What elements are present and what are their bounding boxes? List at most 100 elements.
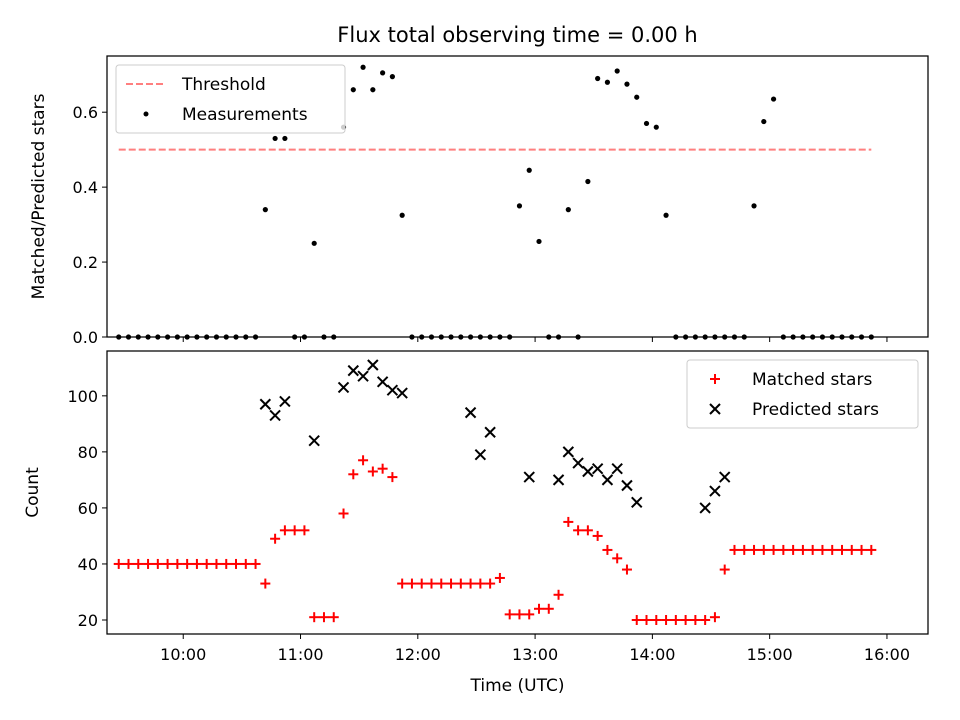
matched-star-point <box>856 544 867 555</box>
matched-star-point <box>680 614 691 625</box>
matched-star-point <box>494 572 505 583</box>
matched-star-point <box>592 530 603 541</box>
matched-star-point <box>475 578 486 589</box>
matched-star-point <box>612 553 623 564</box>
x-tick-label: 12:00 <box>395 645 441 664</box>
measurement-point <box>536 238 542 245</box>
matched-star-point <box>788 544 799 555</box>
matched-star-point <box>700 614 711 625</box>
matched-star-point <box>621 564 632 575</box>
matched-star-point <box>113 558 124 569</box>
matched-star-point <box>670 614 681 625</box>
matched-star-point <box>827 544 838 555</box>
bottom-plot-frame <box>106 350 929 635</box>
predicted-star-point <box>269 409 281 422</box>
measurement-point <box>213 334 220 340</box>
matched-star-point <box>289 525 300 536</box>
matched-star-point <box>582 525 593 536</box>
x-tick-label: 15:00 <box>747 645 793 664</box>
predicted-star-point <box>484 426 496 438</box>
matched-star-point <box>162 558 173 569</box>
bottom-y-tick-label: 60 <box>78 499 98 518</box>
measurement-point <box>380 70 386 76</box>
measurement-point <box>135 334 141 340</box>
matched-star-point <box>416 578 427 589</box>
measurement-point <box>673 334 679 340</box>
bottom-legend: Matched stars Predicted stars <box>686 359 919 429</box>
measurement-point <box>311 240 317 246</box>
matched-star-point <box>377 463 388 474</box>
matched-star-point <box>240 558 251 569</box>
measurement-point <box>428 334 435 340</box>
matched-star-point <box>543 603 554 614</box>
predicted-star-point <box>279 395 291 408</box>
matched-star-point <box>709 612 720 623</box>
predicted-star-point <box>572 457 584 469</box>
matched-star-point <box>768 544 779 555</box>
matched-star-point <box>299 525 310 536</box>
matched-star-point <box>436 578 447 589</box>
measurement-point <box>741 334 747 340</box>
measurement-point <box>497 334 503 340</box>
matched-star-point <box>152 558 163 569</box>
matched-star-point <box>719 564 730 575</box>
bottom-legend-predicted-label: Predicted stars <box>752 400 879 420</box>
matched-star-point <box>446 578 457 589</box>
measurement-point <box>174 334 180 340</box>
matched-star-point <box>250 558 261 569</box>
measurement-point <box>731 334 738 340</box>
matched-star-point <box>270 533 281 544</box>
matched-star-point <box>563 516 574 527</box>
predicted-star-point <box>582 465 594 478</box>
matched-star-point <box>514 609 525 620</box>
measurement-point <box>360 64 366 70</box>
measurement-point <box>292 334 298 340</box>
measurement-point <box>565 207 571 213</box>
measurement-point <box>125 334 132 340</box>
measurement-point <box>604 79 611 85</box>
matched-star-point <box>846 544 857 555</box>
x-tick-label: 14:00 <box>629 645 675 664</box>
top-legend-measurements-label: Measurements <box>182 105 308 125</box>
measurement-point <box>624 81 630 87</box>
matched-star-point <box>778 544 789 555</box>
matched-star-point <box>729 544 740 555</box>
measurement-point <box>477 334 483 340</box>
matched-star-point <box>133 558 144 569</box>
matched-star-point <box>807 544 818 555</box>
matched-star-point <box>651 614 662 625</box>
matched-star-point <box>358 455 369 466</box>
measurement-point <box>223 334 229 340</box>
measurement-point <box>722 334 728 340</box>
matched-star-point <box>221 558 232 569</box>
matched-star-point <box>504 609 515 620</box>
measurement-point <box>810 334 816 340</box>
matched-star-point <box>201 558 212 569</box>
bottom-y-axis-label: Count <box>23 467 43 518</box>
bottom-legend-box <box>686 359 919 429</box>
top-chart-title: Flux total observing time = 0.00 h <box>337 23 697 47</box>
predicted-star-point <box>601 474 614 486</box>
measurement-point <box>761 118 767 125</box>
measurement-point <box>507 334 513 340</box>
measurement-point <box>634 94 640 100</box>
measurement-point <box>839 334 845 340</box>
bottom-y-tick-label: 40 <box>78 555 98 574</box>
measurement-point <box>419 334 425 340</box>
bottom-y-tick-label: 20 <box>78 611 98 630</box>
measurement-point <box>116 334 122 340</box>
measurement-point <box>155 334 161 340</box>
x-tick-label: 13:00 <box>512 645 558 664</box>
predicted-star-point <box>396 387 408 399</box>
top-legend-threshold-label: Threshold <box>181 75 266 95</box>
bottom-y-tick-label: 80 <box>78 443 98 462</box>
matched-star-point <box>866 544 877 555</box>
predicted-star-point <box>474 448 487 461</box>
matched-star-point <box>553 589 564 600</box>
predicted-star-point <box>718 471 731 483</box>
measurement-point <box>370 87 376 93</box>
predicted-star-point <box>699 502 711 514</box>
bottom-legend-matched-label: Matched stars <box>752 370 872 390</box>
matched-star-point <box>172 558 183 569</box>
